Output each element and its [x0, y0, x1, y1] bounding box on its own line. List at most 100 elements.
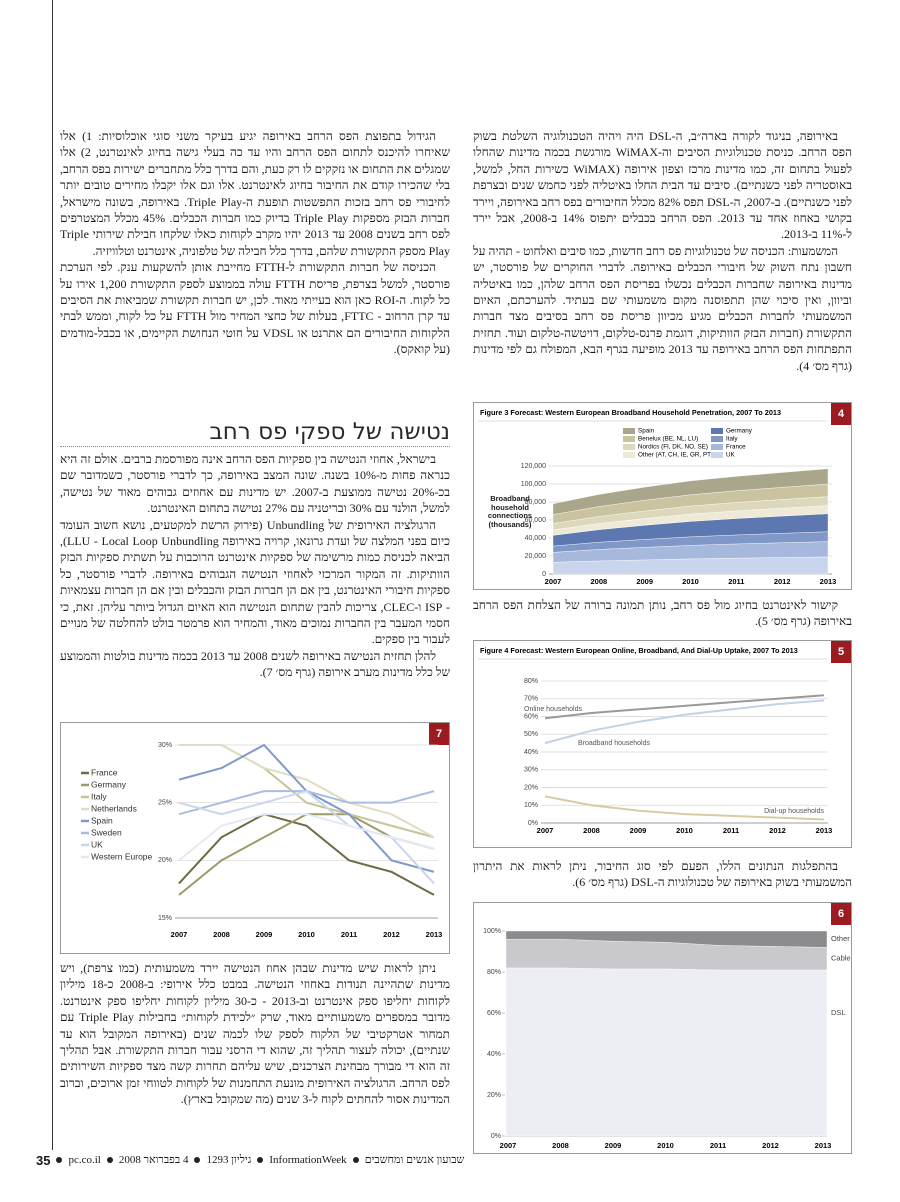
separator — [194, 1157, 201, 1163]
y-tick-label: 60,000 — [525, 517, 547, 524]
y-tick-label: 20% — [158, 857, 172, 864]
y-tick-label: 50% — [524, 731, 538, 738]
y-tick-label: 0% — [491, 1133, 501, 1140]
y-tick-label: 0 — [542, 571, 546, 578]
x-tick-label: 2010 — [657, 1141, 674, 1150]
legend-swatch — [711, 428, 723, 434]
legend-label: UK — [726, 452, 736, 459]
y-tick-label: 20% — [487, 1092, 501, 1099]
separator — [257, 1157, 264, 1163]
area — [552, 468, 829, 515]
line — [544, 694, 825, 720]
legend-swatch — [623, 452, 635, 458]
y-tick-label: 10% — [524, 802, 538, 809]
chart-title: Figure 4 Forecast: Western European Onli… — [480, 646, 798, 655]
series-label: Online households — [524, 706, 582, 713]
chart-svg: 5 Figure 4 Forecast: Western European Onl… — [478, 641, 851, 835]
section-heading: נטישה של ספקי פס רחב — [60, 418, 450, 447]
paragraph: המשמעות: הכניסה של טכנולוגיות פס רחב חדש… — [473, 243, 852, 373]
badge-box — [831, 903, 851, 925]
paragraph: ניתן לראות שיש מדינות שבהן אחוז הנטישה י… — [60, 961, 451, 1107]
y-tick-label: 100% — [483, 928, 501, 935]
paragraph: בישראל, אחוזי הנטישה בין ספקיות הפס הרחב… — [60, 452, 451, 516]
badge: 5 — [838, 646, 844, 658]
y-tick-label: 40,000 — [525, 535, 547, 542]
legend-label: Sweden — [91, 827, 122, 837]
x-tick-label: 2007 — [500, 1141, 517, 1150]
legend-label: Nordics (FI, DK, NO, SE) — [638, 444, 708, 451]
footer-item: גיליון 1293 — [206, 1154, 252, 1166]
x-tick-label: 2012 — [774, 577, 791, 586]
y-tick-label: 20% — [524, 784, 538, 791]
line — [178, 813, 435, 896]
margin-rule — [52, 0, 53, 1150]
chart: 4 Figure 3 Forecast: Western European Bro… — [473, 402, 852, 590]
footer-item: שבועון אנשים ומחשבים — [364, 1154, 465, 1166]
right-column-low: בהתפלגות הנתונים הללו, הפעם לפי סוג החיב… — [473, 858, 852, 891]
right-column-mid: קישור לאינטרנט בחיוג מול פס רחב, נותן תמ… — [473, 597, 852, 630]
series-label: DSL — [831, 1008, 846, 1017]
chart: 6 0% 20% 40% 60% 80% 100% 2007 2008 2009 2010 2011 2… — [473, 902, 852, 1154]
y-tick-label: 80% — [487, 969, 501, 976]
separator — [352, 1157, 359, 1163]
x-tick-label: 2010 — [676, 826, 693, 835]
x-tick-label: 2013 — [816, 826, 833, 835]
paragraph: להלן תחזית הנטישה באירופה לשנים 2008 עד … — [60, 648, 450, 680]
left-column-top: הגידול בתפוצת הפס הרחב באירופה יגיע בעיק… — [60, 128, 450, 358]
line — [178, 813, 435, 862]
y-tick-label: 20,000 — [525, 553, 547, 560]
y-tick-label: 15% — [158, 915, 172, 922]
y-tick-label: 120,000 — [521, 463, 546, 470]
y-tick-label: 40% — [487, 1051, 501, 1058]
x-tick-label: 2008 — [213, 930, 230, 939]
legend-swatch — [623, 436, 635, 442]
x-tick-label: 2009 — [636, 577, 653, 586]
x-tick-label: 2009 — [256, 930, 273, 939]
legend-label: Italy — [91, 791, 107, 801]
legend-swatch — [623, 428, 635, 434]
page-number: 35 — [36, 1152, 51, 1168]
legend-label: France — [91, 767, 118, 777]
legend-label: Other (AT, CH, IE, GR, PT) — [638, 452, 713, 459]
x-tick-label: 2011 — [341, 930, 357, 939]
chart: 7 15% 20% 25% 30% 2007 2008 2009 2010 2011 2012 201… — [60, 722, 450, 954]
line — [178, 790, 435, 885]
footer-item: InformationWeek — [269, 1154, 347, 1166]
y-tick-label: 70% — [524, 696, 538, 703]
x-tick-label: 2012 — [383, 930, 400, 939]
line — [178, 743, 435, 873]
x-tick-label: 2013 — [820, 577, 837, 586]
chart-svg: 4 Figure 3 Forecast: Western European Bro… — [478, 403, 851, 586]
line — [544, 699, 825, 745]
chart-title: Figure 3 Forecast: Western European Broa… — [480, 408, 781, 417]
badge-box — [831, 403, 851, 425]
badge-box — [429, 723, 449, 745]
badge: 7 — [436, 728, 442, 740]
badge-box — [831, 641, 851, 663]
legend-label: Spain — [638, 428, 655, 435]
legend-swatch — [711, 444, 723, 450]
x-tick-label: 2008 — [552, 1141, 569, 1150]
x-tick-label: 2013 — [815, 1141, 832, 1150]
x-tick-label: 2007 — [545, 577, 562, 586]
paragraph: הגידול בתפוצת הפס הרחב באירופה יגיע בעיק… — [60, 129, 451, 258]
paragraph: הרגולציה האירופית של Unbundling (פירוק ה… — [60, 517, 451, 647]
x-tick-label: 2009 — [605, 1141, 622, 1150]
right-column-top: באירופה, בניגוד לקורה בארה״ב, ה-DSL היה … — [473, 128, 852, 374]
area — [505, 930, 828, 948]
y-tick-label: 25% — [158, 800, 172, 807]
legend-label: Germany — [91, 779, 127, 789]
x-tick-label: 2013 — [426, 930, 443, 939]
chart-svg: 7 15% 20% 25% 30% 2007 2008 2009 2010 2011 2012 201… — [81, 723, 449, 939]
series-label: Dial-up households — [764, 808, 824, 815]
legend-label: Netherlands — [91, 803, 137, 813]
y-tick-label: 100,000 — [521, 481, 546, 488]
paragraph: באירופה, בניגוד לקורה בארה״ב, ה-DSL היה … — [473, 129, 853, 242]
footer-item: pc.co.il — [68, 1154, 101, 1166]
y-tick-label: 80,000 — [525, 499, 547, 506]
legend-label: Western Europe — [91, 851, 153, 861]
legend-label: UK — [91, 839, 103, 849]
paragraph: בהתפלגות הנתונים הללו, הפעם לפי סוג החיב… — [473, 859, 852, 890]
legend-swatch — [711, 436, 723, 442]
